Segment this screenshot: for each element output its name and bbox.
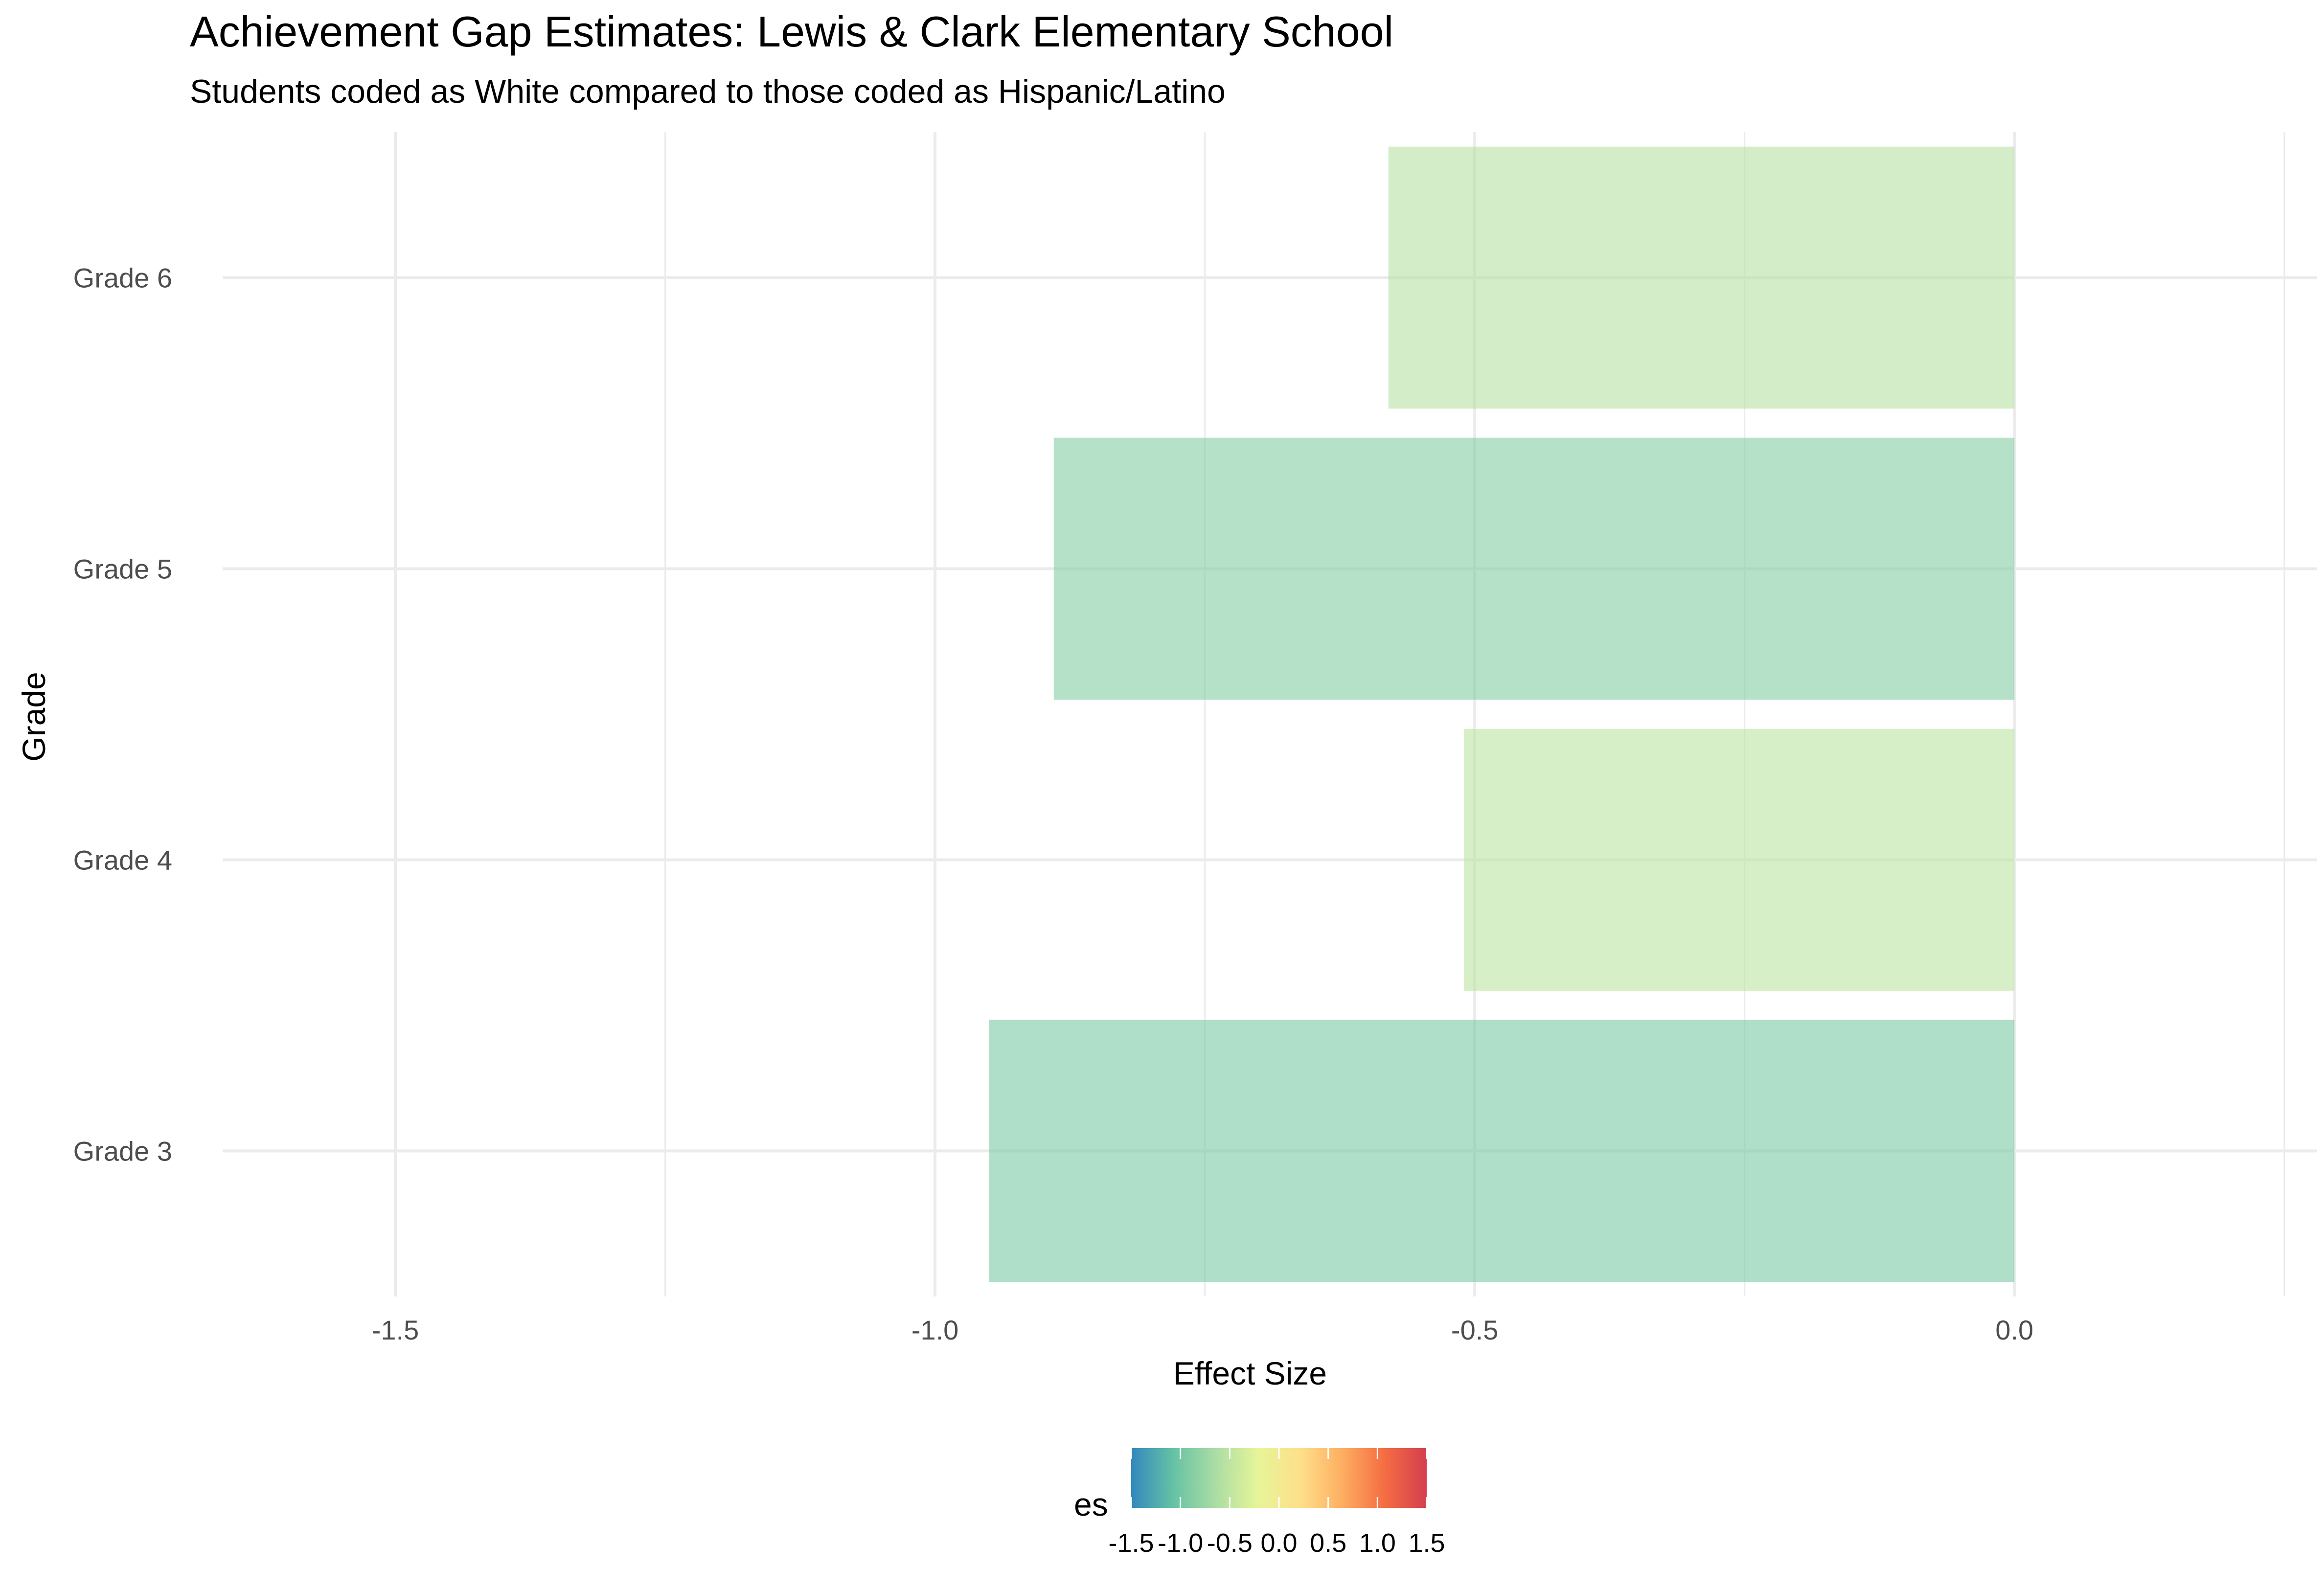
legend-label: -0.5 (1207, 1528, 1253, 1558)
x-axis-tick-labels: -1.5 -1.0 -0.5 0.0 (372, 1315, 2033, 1345)
y-tick-label: Grade 3 (73, 1136, 172, 1167)
bar-grade-3 (989, 1020, 2015, 1282)
y-tick-label: Grade 6 (73, 263, 172, 294)
color-legend: es -1.5 -1.0 -0.5 0.0 0.5 1.0 1.5 (1074, 1448, 1445, 1558)
legend-label: -1.5 (1108, 1528, 1154, 1558)
legend-label: 0.5 (1310, 1528, 1346, 1558)
chart-title: Achievement Gap Estimates: Lewis & Clark… (190, 7, 1393, 56)
legend-ticks (1130, 1448, 1428, 1508)
y-axis-title: Grade (16, 672, 52, 761)
x-tick-label: 0.0 (1995, 1315, 2033, 1345)
legend-label: 1.5 (1408, 1528, 1445, 1558)
bar-grade-6 (1388, 146, 2015, 409)
x-tick-label: -1.5 (372, 1315, 419, 1345)
bar-grade-5 (1053, 437, 2015, 700)
x-axis-title: Effect Size (1173, 1355, 1327, 1391)
x-tick-label: -1.0 (911, 1315, 959, 1345)
legend-label: 1.0 (1359, 1528, 1396, 1558)
y-tick-label: Grade 5 (73, 554, 172, 585)
bars (989, 146, 2015, 1282)
legend-label: -1.0 (1158, 1528, 1203, 1558)
legend-label: 0.0 (1260, 1528, 1297, 1558)
chart-subtitle: Students coded as White compared to thos… (190, 73, 1226, 110)
y-tick-label: Grade 4 (73, 845, 172, 876)
x-tick-label: -0.5 (1451, 1315, 1499, 1345)
y-axis-tick-labels: Grade 3 Grade 4 Grade 5 Grade 6 (73, 263, 172, 1167)
bar-grade-4 (1464, 728, 2015, 991)
legend-labels: -1.5 -1.0 -0.5 0.0 0.5 1.0 1.5 (1108, 1528, 1445, 1558)
legend-title: es (1074, 1486, 1108, 1522)
